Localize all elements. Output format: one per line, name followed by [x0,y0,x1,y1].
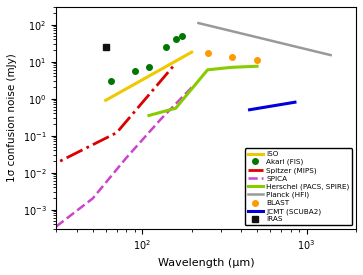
Line: Planck (HFI): Planck (HFI) [199,23,331,55]
Akari (FIS) [132,70,137,73]
Herschel (PACS, SPIRE) [147,114,151,117]
Spitzer (MIPS) [38,169,42,173]
Herschel (PACS, SPIRE) [205,68,210,72]
Legend: ISO, Akari (FIS), Spitzer (MIPS), SPICA, Herschel (PACS, SPIRE), Planck (HFI), B: ISO, Akari (FIS), Spitzer (MIPS), SPICA,… [245,148,352,226]
ISO [103,99,108,102]
Spitzer (MIPS) [174,62,178,65]
Herschel (PACS, SPIRE) [255,65,259,68]
Line: SPICA: SPICA [56,87,192,227]
Akari (FIS) [147,66,151,69]
SPICA [54,225,58,228]
Line: Akari (FIS): Akari (FIS) [109,33,185,84]
Planck (HFI) [196,21,201,25]
Spitzer (MIPS) [115,131,119,134]
JCMT (SCUBA2) [247,108,252,111]
Y-axis label: 1σ confusion noise (mJy): 1σ confusion noise (mJy) [7,54,17,182]
Planck (HFI) [329,53,333,57]
Line: ISO: ISO [106,52,192,100]
Akari (FIS) [174,38,178,41]
SPICA [90,197,95,200]
BLAST [255,58,259,62]
Line: BLAST: BLAST [205,50,260,63]
SPICA [189,86,194,89]
ISO [189,51,194,54]
Akari (FIS) [180,34,184,37]
X-axis label: Wavelength (μm): Wavelength (μm) [158,258,254,268]
BLAST [205,51,210,55]
SPICA [159,117,163,121]
Herschel (PACS, SPIRE) [174,107,178,110]
Line: Spitzer (MIPS): Spitzer (MIPS) [40,63,176,171]
Akari (FIS) [109,79,114,82]
BLAST [229,56,234,59]
SPICA [124,156,129,160]
Herschel (PACS, SPIRE) [229,66,234,69]
Line: Herschel (PACS, SPIRE): Herschel (PACS, SPIRE) [149,66,257,116]
JCMT (SCUBA2) [293,101,297,104]
Akari (FIS) [164,45,168,48]
Line: JCMT (SCUBA2): JCMT (SCUBA2) [249,102,295,110]
